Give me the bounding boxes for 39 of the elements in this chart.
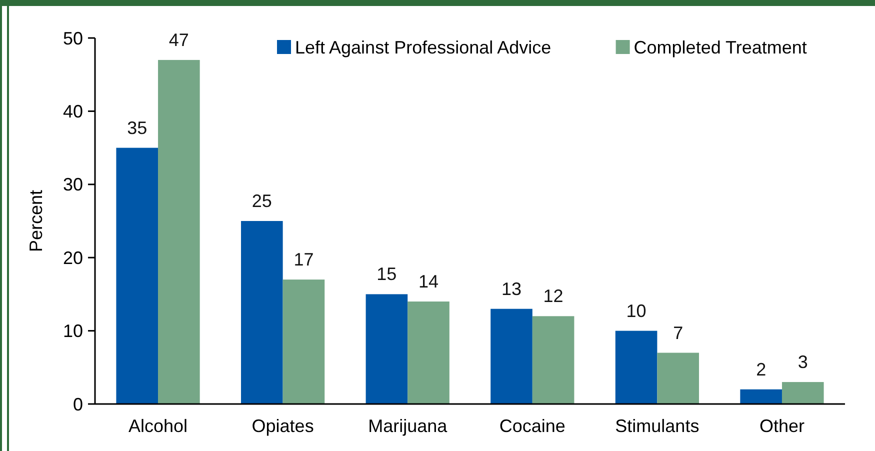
- bar: [241, 221, 283, 404]
- bar: [158, 60, 200, 404]
- data-label: 35: [127, 118, 148, 138]
- data-label: 7: [673, 322, 684, 343]
- bar: [532, 316, 574, 404]
- data-label: 47: [168, 30, 189, 50]
- bar: [740, 389, 782, 404]
- bar: [490, 308, 532, 404]
- bar: [366, 294, 408, 404]
- bar: [116, 148, 158, 404]
- y-tick-label: 40: [62, 102, 83, 122]
- bar: [615, 330, 658, 404]
- data-label: 14: [418, 272, 439, 292]
- data-label: 17: [294, 250, 314, 270]
- bar: [657, 352, 699, 404]
- x-tick-label: Marijuana: [368, 416, 448, 436]
- y-tick-label: 10: [62, 321, 83, 342]
- data-label: 25: [252, 191, 272, 211]
- x-tick-label: Opiates: [252, 416, 314, 436]
- data-label: 15: [376, 264, 397, 284]
- data-label: 2: [756, 359, 766, 380]
- y-tick-label: 50: [62, 28, 83, 48]
- bar: [408, 302, 450, 404]
- data-label: 13: [501, 278, 522, 299]
- y-tick-label: 0: [72, 394, 83, 414]
- x-tick-label: Alcohol: [128, 416, 188, 436]
- legend-label: Completed Treatment: [634, 37, 807, 58]
- y-axis-title: Percent: [26, 190, 46, 252]
- x-tick-label: Other: [759, 416, 804, 436]
- data-label: 3: [798, 352, 808, 372]
- legend-label: Left Against Professional Advice: [295, 37, 552, 58]
- x-tick-label: Cocaine: [499, 416, 566, 436]
- x-tick-label: Stimulants: [615, 416, 700, 436]
- y-tick-label: 30: [62, 174, 83, 195]
- bar: [782, 382, 824, 404]
- data-label: 10: [626, 300, 646, 321]
- bar: [282, 280, 325, 404]
- y-tick-label: 20: [62, 248, 83, 268]
- data-label: 12: [543, 286, 564, 306]
